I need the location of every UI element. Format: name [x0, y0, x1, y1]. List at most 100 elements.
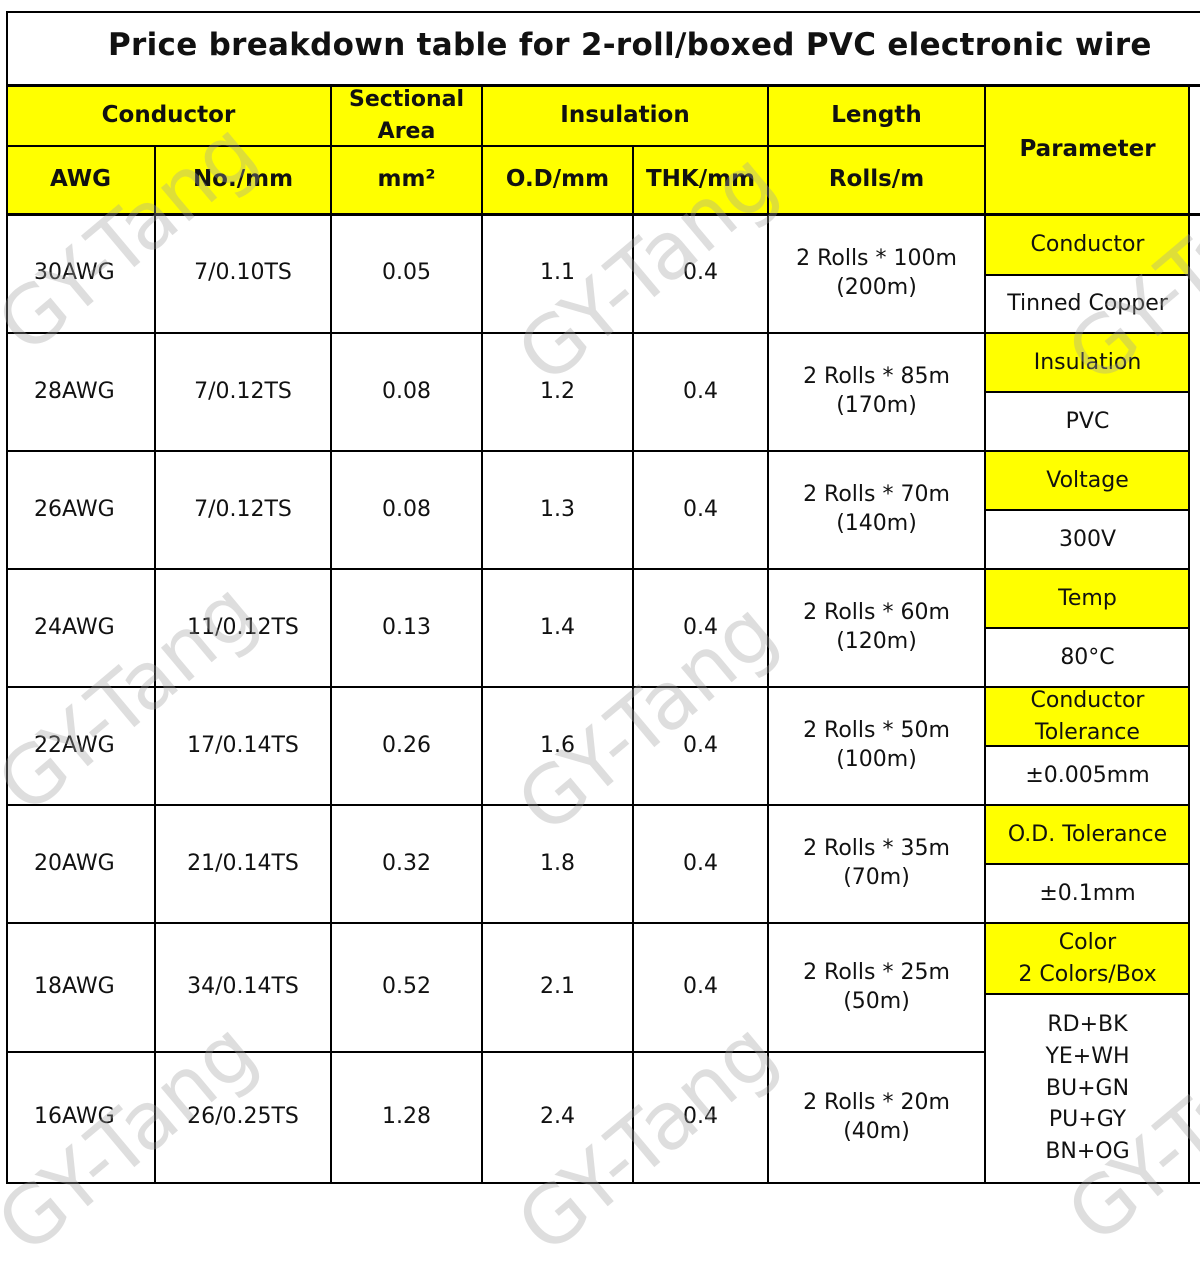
- table-cell-od-text: 2.1: [540, 974, 575, 1000]
- header-no-mm: No./mm: [155, 146, 331, 214]
- parameter-label-text: Conductor: [1030, 231, 1145, 257]
- table-cell-area: 0.26: [331, 687, 482, 805]
- table-cell-length-text: 2 Rolls * 25m (50m): [803, 959, 950, 1014]
- header-rolls-m: Rolls/m: [768, 146, 985, 214]
- table-cell-awg-text: 26AWG: [34, 496, 115, 522]
- parameter-value: 80°C: [985, 628, 1190, 687]
- table-cell-awg-text: 28AWG: [34, 378, 115, 404]
- table-cell-awg: 26AWG: [6, 451, 155, 569]
- table-cell-awg-text: 24AWG: [34, 614, 115, 640]
- grid-line: [985, 993, 1190, 995]
- grid-line: [6, 84, 1200, 87]
- grid-line: [6, 686, 985, 688]
- grid-line: [6, 450, 985, 452]
- grid-line: [6, 11, 1200, 13]
- table-cell-length: 2 Rolls * 85m (170m): [768, 333, 985, 451]
- table-title: Price breakdown table for 2-roll/boxed P…: [108, 27, 1152, 63]
- table-cell-length: 2 Rolls * 70m (140m): [768, 451, 985, 569]
- table-cell-od: 1.4: [482, 569, 633, 687]
- table-cell-length-text: 2 Rolls * 85m (170m): [803, 364, 950, 418]
- parameter-label-text: Conductor Tolerance: [1030, 687, 1145, 745]
- table-cell-length: 2 Rolls * 25m (50m): [768, 923, 985, 1052]
- parameter-label-text: Color 2 Colors/Box: [1018, 929, 1157, 987]
- table-cell-area: 0.32: [331, 805, 482, 923]
- table-cell-length: 2 Rolls * 50m (100m): [768, 687, 985, 805]
- grid-line: [154, 214, 156, 1183]
- grid-line: [985, 274, 1190, 276]
- table-cell-length-text: 2 Rolls * 35m (70m): [803, 836, 950, 890]
- header-sectional-area: Sectional Area: [331, 86, 482, 146]
- header-sectional-area-text: Sectional Area: [348, 87, 465, 144]
- grid-line: [632, 214, 634, 1183]
- table-cell-awg: 30AWG: [6, 214, 155, 333]
- table-cell-length-text: 2 Rolls * 70m (140m): [803, 482, 950, 536]
- grid-line: [985, 804, 1190, 806]
- grid-line: [481, 86, 483, 214]
- table-cell-no_mm-text: 11/0.12TS: [187, 614, 299, 640]
- header-insulation-text: Insulation: [560, 102, 690, 129]
- header-od-mm-text: O.D/mm: [505, 166, 610, 193]
- table-cell-awg: 18AWG: [6, 923, 155, 1052]
- table-cell-no_mm-text: 17/0.14TS: [187, 732, 299, 758]
- header-mm2: mm²: [331, 146, 482, 214]
- header-rolls-m-text: Rolls/m: [828, 166, 925, 193]
- table-cell-thk: 0.4: [633, 214, 768, 333]
- table-cell-thk-text: 0.4: [683, 614, 718, 640]
- table-cell-no_mm: 7/0.12TS: [155, 333, 331, 451]
- grid-line: [985, 863, 1190, 865]
- table-cell-od-text: 1.2: [540, 378, 575, 404]
- table-cell-od-text: 1.6: [540, 732, 575, 758]
- table-cell-no_mm-text: 7/0.12TS: [194, 378, 292, 404]
- header-thk-mm: THK/mm: [633, 146, 768, 214]
- table-cell-awg: 24AWG: [6, 569, 155, 687]
- table-cell-area-text: 0.05: [382, 260, 431, 286]
- table-cell-length-text: 2 Rolls * 60m (120m): [803, 600, 950, 654]
- grid-line: [6, 332, 985, 334]
- parameter-value: 300V: [985, 510, 1190, 569]
- table-cell-no_mm-text: 34/0.14TS: [187, 974, 299, 1000]
- parameter-label-text: O.D. Tolerance: [1007, 821, 1168, 847]
- header-od-mm: O.D/mm: [482, 146, 633, 214]
- header-parameter: Parameter: [985, 86, 1190, 214]
- table-cell-area: 0.08: [331, 451, 482, 569]
- grid-line: [984, 86, 986, 1184]
- parameter-value: PVC: [985, 392, 1190, 451]
- grid-line: [985, 391, 1190, 393]
- parameter-label: Conductor: [985, 214, 1190, 275]
- parameter-value-text: ±0.005mm: [1025, 762, 1150, 788]
- table-cell-thk-text: 0.4: [683, 260, 718, 286]
- table-cell-od: 2.1: [482, 923, 633, 1052]
- header-no-mm-text: No./mm: [192, 166, 294, 193]
- table-cell-thk: 0.4: [633, 451, 768, 569]
- table-cell-od: 1.2: [482, 333, 633, 451]
- parameter-value-text: Tinned Copper: [1007, 291, 1168, 317]
- header-insulation: Insulation: [482, 86, 768, 146]
- header-conductor: Conductor: [6, 86, 331, 146]
- table-cell-area-text: 0.13: [382, 614, 431, 640]
- table-cell-area-text: 1.28: [382, 1104, 431, 1130]
- table-cell-length-text: 2 Rolls * 100m (200m): [796, 245, 957, 300]
- table-cell-area: 0.13: [331, 569, 482, 687]
- table-cell-od: 1.1: [482, 214, 633, 333]
- parameter-label: Voltage: [985, 451, 1190, 510]
- grid-line: [6, 1051, 985, 1053]
- table-cell-thk-text: 0.4: [683, 378, 718, 404]
- header-length-text: Length: [831, 102, 922, 129]
- table-cell-od-text: 1.1: [540, 260, 575, 286]
- header-awg-text: AWG: [49, 166, 111, 193]
- table-cell-area-text: 0.26: [382, 732, 431, 758]
- parameter-value-text: 300V: [1058, 526, 1117, 552]
- parameter-label: O.D. Tolerance: [985, 805, 1190, 864]
- header-thk-mm-text: THK/mm: [645, 166, 756, 193]
- table-cell-awg: 20AWG: [6, 805, 155, 923]
- grid-line: [767, 86, 769, 214]
- table-cell-thk-text: 0.4: [683, 496, 718, 522]
- table-cell-awg-text: 18AWG: [34, 974, 115, 1000]
- table-cell-od: 1.3: [482, 451, 633, 569]
- grid-line: [154, 145, 156, 214]
- header-mm2-text: mm²: [377, 166, 436, 193]
- grid-line: [330, 214, 332, 1183]
- table-cell-od: 1.8: [482, 805, 633, 923]
- grid-line: [6, 11, 8, 1184]
- table-cell-thk-text: 0.4: [683, 974, 718, 1000]
